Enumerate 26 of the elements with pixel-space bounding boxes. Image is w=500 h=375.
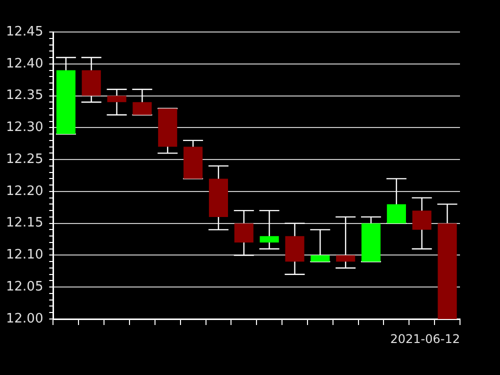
candlestick	[157, 108, 178, 154]
candlestick	[411, 197, 432, 250]
candlestick	[233, 210, 254, 256]
candlestick	[182, 140, 204, 180]
y-tick-label: 12.05	[6, 279, 44, 294]
candlestick	[208, 165, 230, 230]
y-tick-label: 12.30	[6, 120, 44, 136]
y-tick-label: 12.10	[6, 248, 44, 263]
candlestick	[334, 216, 356, 269]
candlestick	[55, 56, 77, 135]
candlestick	[284, 222, 306, 275]
candlestick	[386, 178, 408, 224]
y-tick-label: 12.45	[6, 24, 44, 40]
candlestick	[360, 216, 382, 262]
candlestick	[80, 56, 102, 103]
y-tick-label: 12.25	[6, 152, 44, 167]
candlestick	[310, 229, 331, 262]
candlestick	[258, 210, 280, 250]
candlestick	[106, 88, 128, 116]
y-tick-label: 12.15	[6, 216, 44, 231]
y-tick-label: 12.00	[6, 311, 44, 326]
candlestick	[132, 88, 153, 116]
y-tick-label: 12.20	[6, 184, 44, 199]
y-tick-label: 12.40	[6, 56, 44, 72]
text: 2021-06-12	[390, 332, 460, 346]
y-tick-label: 12.35	[6, 88, 44, 104]
